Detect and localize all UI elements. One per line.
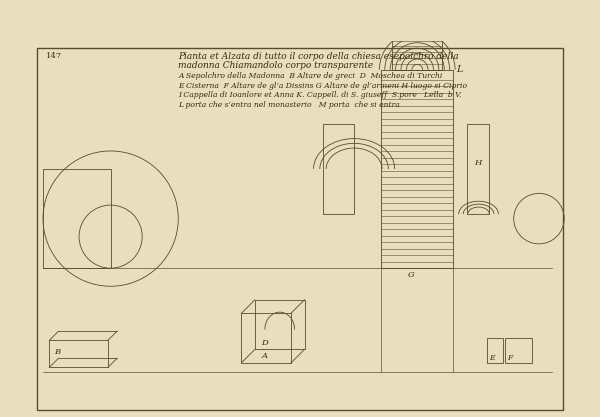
Bar [467, 124, 490, 214]
Bar [407, 0, 427, 11]
Text: E Cisterna  F Altare de gl’a Dissins G Altare de gl’armeni H luogo si Ciprio: E Cisterna F Altare de gl’a Dissins G Al… [178, 82, 467, 90]
Bar [255, 300, 305, 349]
Text: G: G [408, 271, 415, 279]
Text: M: M [422, 0, 430, 2]
Bar [381, 70, 454, 268]
Text: L: L [456, 65, 463, 74]
Text: D: D [261, 339, 268, 347]
Text: madonna Chiamandolo corpo transparente: madonna Chiamandolo corpo transparente [178, 61, 374, 70]
Text: I Cappella di Ioanlore et Anna K. Cappell. di S. giuseff  S.pore   Lella  b V.: I Cappella di Ioanlore et Anna K. Cappel… [178, 91, 462, 100]
Bar [323, 124, 354, 214]
Bar [241, 313, 291, 363]
Bar [487, 338, 503, 363]
Bar [49, 340, 108, 367]
Text: F: F [508, 354, 512, 362]
Text: 147: 147 [46, 52, 62, 60]
Text: Pianta et Alzata di tutto il corpo della chiesa esepolchro della: Pianta et Alzata di tutto il corpo della… [178, 52, 459, 61]
Text: H: H [474, 158, 481, 166]
Bar [392, 11, 442, 70]
Text: L porta che s’entra nel monasterio   M porta  che si entra: L porta che s’entra nel monasterio M por… [178, 101, 400, 109]
Text: A: A [261, 352, 267, 360]
Bar [43, 169, 110, 268]
Text: E: E [490, 354, 495, 362]
Text: B: B [54, 348, 60, 356]
Text: A Sepolchro della Madonna  B Altare de greci  D  Moschea di Turchi: A Sepolchro della Madonna B Altare de gr… [178, 72, 443, 80]
Bar [505, 338, 532, 363]
